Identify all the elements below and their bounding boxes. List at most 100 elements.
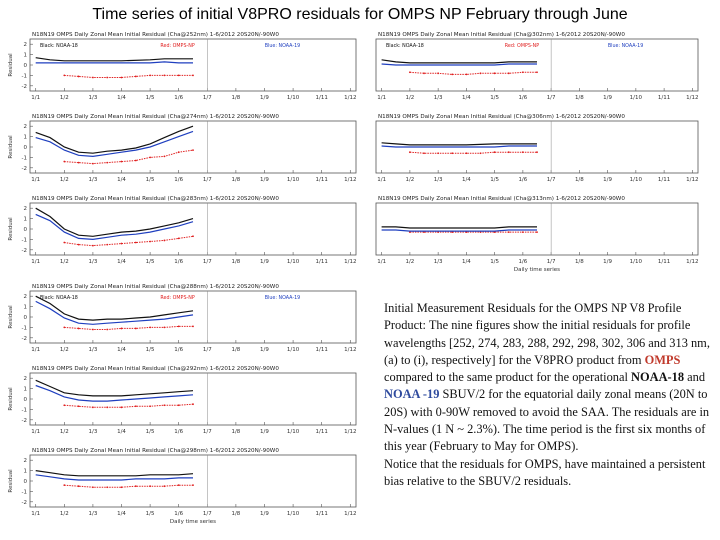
x-tick-label: 1/1 <box>31 511 40 517</box>
caption-text-a: Initial Measurement Residuals for the OM… <box>384 301 710 367</box>
series-line-noaa19 <box>35 213 194 241</box>
x-tick-label: 1/5 <box>490 177 499 183</box>
x-tick-label: 1/4 <box>462 177 471 183</box>
series-line-noaa18 <box>35 379 194 397</box>
data-point-omps <box>177 151 180 154</box>
data-point-omps <box>177 325 180 328</box>
y-tick-label: -2 <box>22 248 27 254</box>
data-point-omps <box>507 151 510 154</box>
data-point-omps <box>479 152 482 155</box>
x-tick-label: 1/9 <box>603 95 612 101</box>
plot-frame <box>375 120 699 174</box>
y-axis-label: Residual <box>8 469 14 493</box>
plot-frame <box>375 202 699 256</box>
x-tick-label: 1/12 <box>344 177 356 183</box>
series-line-omps <box>409 151 537 154</box>
x-tick-label: 1/11 <box>316 95 328 101</box>
series-line-omps <box>64 484 193 488</box>
series-line-noaa18 <box>35 57 193 62</box>
x-tick-label: 1/9 <box>603 259 612 265</box>
x-axis-label: Daily time series <box>170 519 216 525</box>
x-tick-label: 1/2 <box>60 95 69 101</box>
y-tick-label: 1 <box>24 217 28 223</box>
x-tick-label: 1/7 <box>203 177 212 183</box>
y-tick-label: 2 <box>24 294 28 300</box>
legend-entry: Blue: NOAA-19 <box>608 43 643 49</box>
chart-title: N18N19 OMPS Daily Zonal Mean Initial Res… <box>32 196 279 202</box>
x-tick-label: 1/10 <box>287 429 300 435</box>
series-line-noaa19 <box>381 229 537 232</box>
x-tick-label: 1/4 <box>117 177 126 183</box>
x-tick-label: 1/12 <box>344 259 356 265</box>
data-point-omps <box>465 73 468 76</box>
x-tick-label: 1/12 <box>686 95 698 101</box>
data-point-omps <box>120 406 123 409</box>
data-point-omps <box>134 327 137 330</box>
x-tick-label: 1/12 <box>686 177 698 183</box>
data-point-omps <box>437 152 440 155</box>
x-tick-label: 1/10 <box>287 95 300 101</box>
x-tick-label: 1/8 <box>231 429 240 435</box>
data-point-omps <box>63 160 66 163</box>
data-point-omps <box>120 160 123 163</box>
x-tick-label: 1/8 <box>231 259 240 265</box>
series-line-noaa18 <box>35 207 194 237</box>
x-tick-label: 1/3 <box>434 177 443 183</box>
y-tick-label: 0 <box>24 227 28 233</box>
series-line-noaa18 <box>381 142 537 146</box>
x-tick-label: 1/4 <box>117 511 126 517</box>
x-tick-label: 1/7 <box>203 347 212 353</box>
chart-title: N18N19 OMPS Daily Zonal Mean Initial Res… <box>32 284 279 290</box>
data-point-omps <box>163 155 166 158</box>
page-title: Time series of initial V8PRO residuals f… <box>92 6 628 23</box>
data-point-omps <box>521 71 524 74</box>
y-tick-label: 0 <box>24 63 28 69</box>
y-tick-label: 0 <box>24 479 28 485</box>
chart-title: N18N19 OMPS Daily Zonal Mean Initial Res… <box>32 114 279 120</box>
chart-title: N18N19 OMPS Daily Zonal Mean Initial Res… <box>32 32 279 38</box>
series-line-noaa18 <box>381 59 537 64</box>
x-tick-label: 1/11 <box>658 259 670 265</box>
data-point-omps <box>63 74 66 77</box>
data-point-omps <box>423 72 425 75</box>
series-line-noaa19 <box>35 61 193 64</box>
x-tick-label: 1/8 <box>575 177 584 183</box>
x-tick-label: 1/9 <box>260 95 269 101</box>
data-point-omps <box>120 486 123 489</box>
x-tick-label: 1/5 <box>146 511 155 517</box>
data-point-omps <box>149 156 152 159</box>
x-tick-label: 1/11 <box>316 347 328 353</box>
x-tick-label: 1/12 <box>344 429 356 435</box>
data-point-omps <box>437 72 440 75</box>
data-point-omps <box>192 74 194 77</box>
y-axis-label: Residual <box>8 53 14 77</box>
y-tick-label: 1 <box>24 135 28 141</box>
x-tick-label: 1/9 <box>260 429 269 435</box>
x-tick-label: 1/10 <box>287 259 300 265</box>
chart-panel-274nm: N18N19 OMPS Daily Zonal Mean Initial Res… <box>4 110 366 196</box>
data-point-omps <box>92 244 94 247</box>
x-tick-label: 1/7 <box>547 95 556 101</box>
x-tick-label: 1/7 <box>203 259 212 265</box>
x-tick-label: 1/10 <box>630 95 643 101</box>
caption-noaa18: NOAA-18 <box>631 370 685 385</box>
legend-entry: Blue: NOAA-19 <box>265 295 300 301</box>
chart-panel-313nm: N18N19 OMPS Daily Zonal Mean Initial Res… <box>368 192 708 278</box>
data-point-omps <box>92 76 94 79</box>
data-point-omps <box>92 162 94 165</box>
x-tick-label: 1/3 <box>88 347 97 353</box>
x-tick-label: 1/4 <box>117 429 126 435</box>
legend-entry: Red: OMPS-NP <box>160 43 194 49</box>
x-axis-label: Daily time series <box>514 267 560 273</box>
x-tick-label: 1/1 <box>31 259 40 265</box>
data-point-omps <box>507 231 510 234</box>
x-tick-label: 1/5 <box>490 259 499 265</box>
x-tick-label: 1/8 <box>231 95 240 101</box>
chart-title: N18N19 OMPS Daily Zonal Mean Initial Res… <box>32 448 279 454</box>
x-tick-label: 1/6 <box>174 511 183 517</box>
y-tick-label: 2 <box>24 42 28 48</box>
series-line-omps <box>64 325 193 330</box>
chart-panel-252nm: N18N19 OMPS Daily Zonal Mean Initial Res… <box>4 28 366 114</box>
x-tick-label: 1/7 <box>203 429 212 435</box>
data-point-omps <box>163 485 166 488</box>
